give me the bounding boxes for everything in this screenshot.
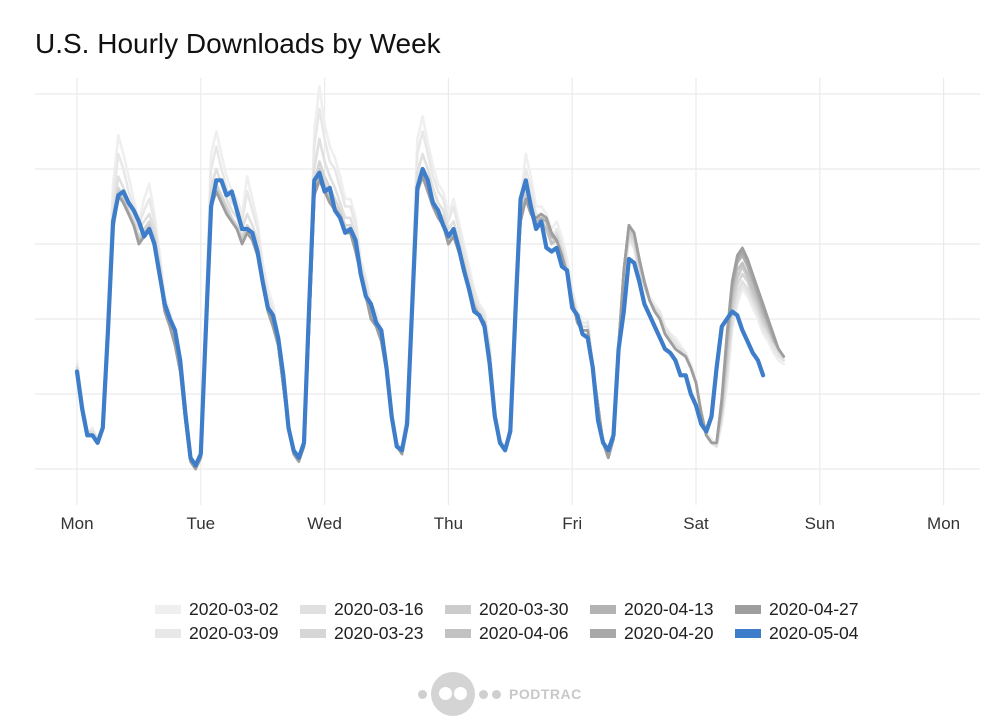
- logo-dot-icon: [418, 689, 427, 699]
- series-line-2020-03-23: [75, 160, 786, 471]
- legend-swatch: [445, 604, 471, 614]
- legend-swatch: [300, 604, 326, 614]
- chart-title: U.S. Hourly Downloads by Week: [35, 28, 441, 59]
- legend-swatch: [735, 604, 761, 614]
- legend-label: 2020-03-23: [334, 622, 424, 643]
- legend-swatch: [590, 628, 616, 638]
- legend-item: 2020-03-23: [300, 622, 445, 644]
- line-chart: Mon Tue Wed Thu Fri Sat Sun Mon: [35, 78, 980, 533]
- legend-label: 2020-03-09: [189, 622, 279, 643]
- legend-swatch: [300, 628, 326, 638]
- legend-swatch: [445, 628, 471, 638]
- legend-swatch: [590, 604, 616, 614]
- series-line-2020-04-13: [75, 175, 786, 471]
- series-line-2020-04-20: [75, 175, 786, 471]
- legend-label: 2020-03-30: [479, 598, 569, 619]
- legend-item: 2020-03-09: [155, 622, 300, 644]
- legend-item: 2020-04-20: [590, 622, 735, 644]
- legend-label: 2020-04-27: [769, 598, 859, 619]
- legend-item: 2020-04-13: [590, 598, 735, 620]
- legend-swatch: [735, 628, 761, 638]
- legend-item: 2020-03-30: [445, 598, 590, 620]
- logo-brand: PODTRAC: [509, 686, 582, 702]
- series-line-2020-04-27: [75, 175, 786, 471]
- podtrac-logo: PODTRAC: [418, 672, 582, 716]
- series-line-2020-05-04: [74, 166, 766, 468]
- x-tick-label: Sat: [683, 514, 709, 533]
- series-line-2020-04-06: [75, 175, 786, 471]
- x-tick-label: Tue: [186, 514, 215, 533]
- x-tick-label: Mon: [60, 514, 93, 533]
- legend-item: 2020-03-02: [155, 598, 300, 620]
- legend-label: 2020-03-02: [189, 598, 279, 619]
- legend-label: 2020-04-06: [479, 622, 569, 643]
- logo-circle-icon: [431, 672, 475, 716]
- legend-item: 2020-04-06: [445, 622, 590, 644]
- legend-item: 2020-03-16: [300, 598, 445, 620]
- series-line-2020-03-02: [75, 85, 786, 471]
- legend-swatch: [155, 604, 181, 614]
- x-tick-label: Wed: [307, 514, 342, 533]
- chart-legend: 2020-03-02 2020-03-16 2020-03-30 2020-04-13…: [155, 598, 875, 644]
- legend-label: 2020-04-13: [624, 598, 714, 619]
- x-tick-label: Mon: [927, 514, 960, 533]
- legend-swatch: [155, 628, 181, 638]
- legend-label: 2020-03-16: [334, 598, 424, 619]
- logo-dot-icon: [492, 689, 501, 699]
- logo-dot-icon: [479, 689, 488, 699]
- x-tick-label: Fri: [562, 514, 582, 533]
- legend-label: 2020-04-20: [624, 622, 714, 643]
- legend-item: 2020-04-27: [735, 598, 880, 620]
- x-tick-label: Thu: [434, 514, 463, 533]
- x-tick-label: Sun: [805, 514, 835, 533]
- legend-item: 2020-05-04: [735, 622, 880, 644]
- series-line-2020-03-09: [75, 107, 786, 471]
- legend-label: 2020-05-04: [769, 622, 859, 643]
